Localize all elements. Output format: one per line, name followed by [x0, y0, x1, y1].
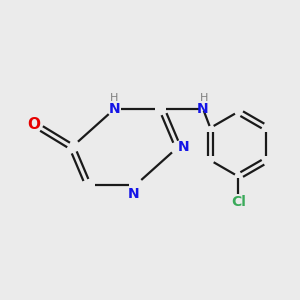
Text: N: N: [197, 102, 209, 116]
Text: N: N: [128, 187, 140, 201]
Text: N: N: [178, 140, 189, 154]
Text: Cl: Cl: [231, 195, 246, 209]
Text: H: H: [200, 93, 208, 103]
Text: H: H: [110, 93, 118, 103]
Text: N: N: [109, 102, 121, 116]
Text: O: O: [27, 118, 40, 133]
